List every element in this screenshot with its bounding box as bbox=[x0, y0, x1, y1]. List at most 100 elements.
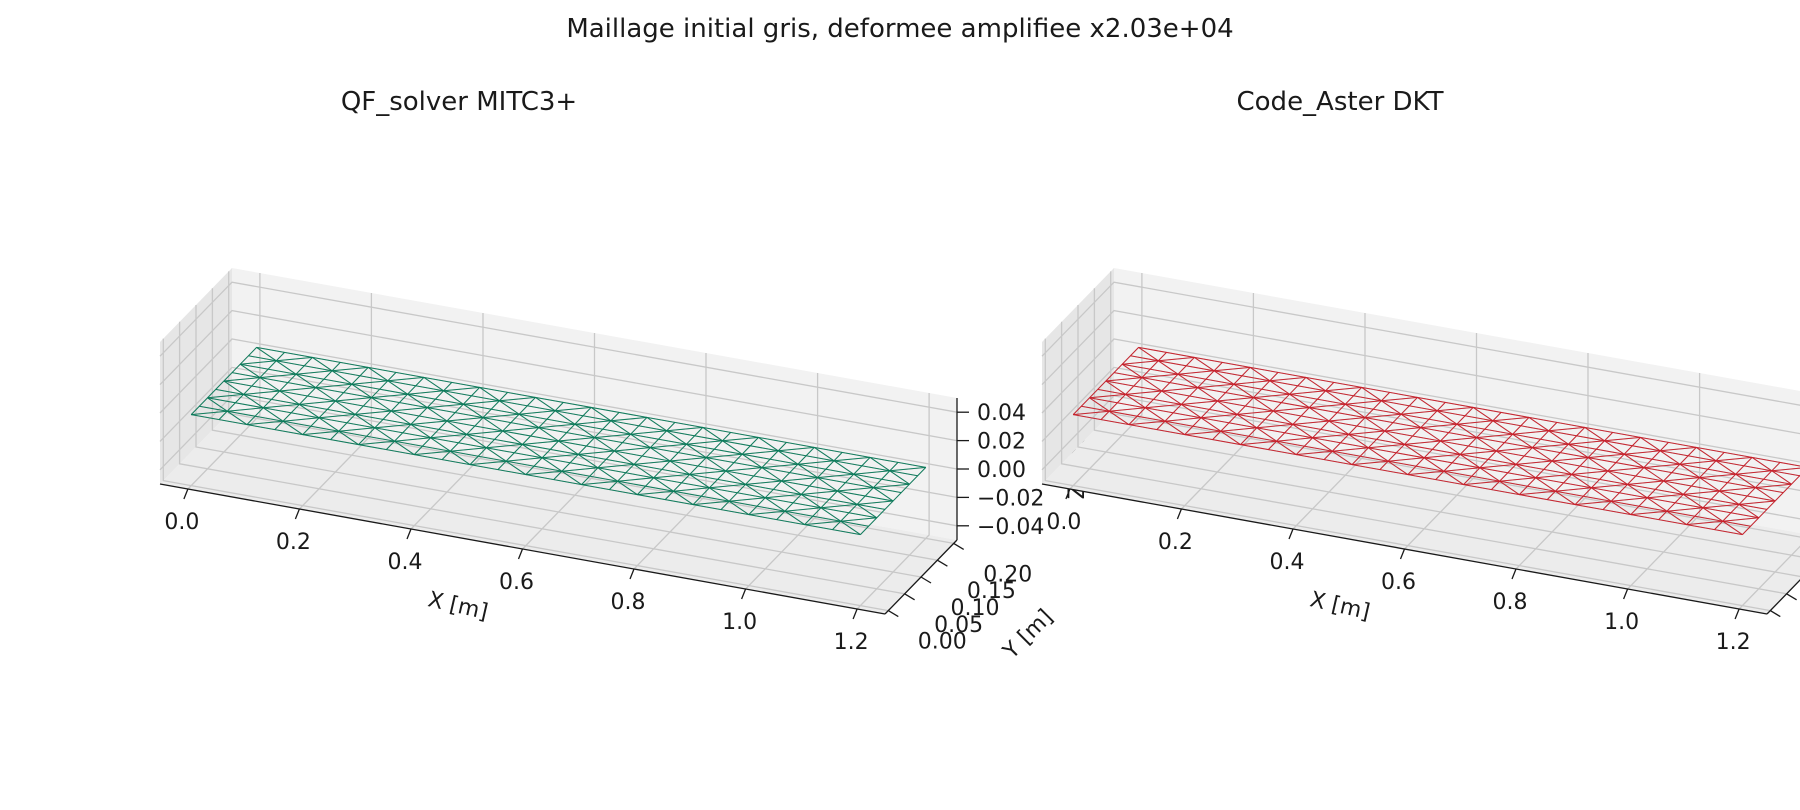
mesh-edge bbox=[1332, 450, 1353, 466]
z-gridline bbox=[159, 309, 958, 442]
z-tick-label: 0.00 bbox=[977, 458, 1026, 483]
mesh-edge bbox=[1361, 386, 1382, 402]
mesh-edge bbox=[502, 427, 539, 432]
mesh-edge bbox=[814, 446, 835, 462]
mesh-edge bbox=[1072, 347, 1139, 415]
x-tick bbox=[629, 568, 635, 580]
mesh-edge bbox=[1423, 457, 1445, 472]
mesh-edge bbox=[1607, 470, 1628, 485]
mesh-edge bbox=[1436, 410, 1458, 425]
mesh-edge bbox=[669, 457, 707, 462]
mesh-edge bbox=[1404, 440, 1441, 445]
x-tick-label: 0.0 bbox=[1046, 510, 1081, 535]
mesh-edge bbox=[765, 493, 802, 499]
mesh-edge bbox=[1177, 373, 1198, 389]
mesh-edge bbox=[394, 440, 415, 456]
mesh-edge bbox=[706, 453, 743, 459]
mesh-edge bbox=[1158, 360, 1179, 375]
mesh-edge bbox=[1679, 463, 1700, 479]
mesh-edge bbox=[335, 400, 356, 415]
mesh-edge bbox=[299, 400, 336, 405]
mesh-edge bbox=[463, 403, 484, 419]
mesh-edge bbox=[1714, 462, 1781, 530]
z-gridline bbox=[1041, 338, 1800, 463]
mesh-edge bbox=[801, 490, 838, 495]
mesh-edge bbox=[820, 507, 841, 522]
mesh-edge bbox=[243, 390, 280, 395]
mesh-edge bbox=[709, 487, 730, 502]
mesh-edge bbox=[776, 452, 843, 520]
x-tick-label: 0.4 bbox=[1270, 550, 1305, 575]
mesh-edge bbox=[1194, 356, 1215, 372]
mesh-edge bbox=[594, 433, 631, 439]
mesh-edge bbox=[1476, 437, 1497, 452]
mesh-edge bbox=[1276, 440, 1297, 456]
mesh-edge bbox=[1161, 387, 1198, 392]
x-gridline bbox=[745, 373, 819, 590]
mesh-edge bbox=[486, 443, 523, 449]
x-tick-label: 1.2 bbox=[834, 630, 869, 655]
x-tick-label: 0.2 bbox=[1158, 530, 1193, 555]
mesh-edge bbox=[223, 380, 244, 395]
mesh-edge bbox=[351, 383, 372, 399]
x-tick bbox=[740, 588, 747, 600]
mesh-edge bbox=[482, 417, 503, 432]
mesh-edge bbox=[1496, 447, 1533, 452]
mesh-edge bbox=[745, 480, 782, 485]
mesh-edge bbox=[207, 393, 244, 399]
mesh-edge bbox=[1659, 450, 1681, 465]
mesh-edge bbox=[1715, 460, 1736, 475]
mesh-edge bbox=[427, 407, 448, 422]
mesh-edge bbox=[853, 473, 874, 489]
mesh-edge bbox=[486, 447, 507, 462]
mesh-edge bbox=[617, 480, 638, 496]
x-tick-label: 0.8 bbox=[611, 590, 646, 615]
mesh-edge bbox=[633, 460, 671, 465]
mesh-edge bbox=[873, 483, 910, 489]
mesh-edge bbox=[1604, 440, 1625, 455]
mesh-edge bbox=[263, 407, 284, 422]
mesh-edge bbox=[274, 362, 341, 430]
mesh-edge bbox=[463, 400, 500, 405]
x-tick bbox=[406, 528, 412, 540]
mesh-edge bbox=[391, 407, 428, 412]
mesh-edge bbox=[1719, 490, 1740, 505]
mesh-edge bbox=[1289, 393, 1310, 409]
mesh-edge bbox=[574, 423, 595, 439]
y-tick-label: 0.10 bbox=[951, 596, 1000, 621]
mesh-edge bbox=[1738, 503, 1760, 519]
mesh-edge bbox=[617, 477, 654, 482]
z-gridline bbox=[159, 281, 958, 413]
x-tick bbox=[1288, 528, 1294, 540]
mesh-edge bbox=[610, 420, 631, 435]
mesh-edge bbox=[1630, 510, 1667, 516]
y-tick bbox=[953, 542, 965, 550]
x-gridline bbox=[298, 293, 373, 510]
mesh-edge bbox=[574, 420, 611, 425]
x-tick bbox=[1399, 548, 1406, 560]
mesh-edge bbox=[443, 390, 464, 405]
mesh-edge bbox=[1384, 430, 1405, 445]
mesh-edge bbox=[817, 473, 854, 479]
mesh-edge bbox=[1125, 393, 1146, 409]
mesh-edge bbox=[1200, 417, 1222, 432]
mesh-edge bbox=[804, 520, 841, 526]
mesh-edge bbox=[1312, 437, 1333, 452]
mesh-edge bbox=[482, 413, 520, 419]
z-gridline bbox=[159, 338, 958, 470]
x-gridline bbox=[1180, 293, 1255, 510]
mesh-edge bbox=[1479, 463, 1517, 469]
mesh-edge bbox=[594, 437, 615, 452]
mesh-edge bbox=[1435, 412, 1502, 480]
mesh-edge bbox=[1492, 416, 1530, 422]
mesh-edge bbox=[1548, 430, 1569, 445]
y-tick bbox=[1786, 593, 1797, 601]
figure-suptitle: Maillage initial gris, deformee amplifie… bbox=[566, 14, 1233, 44]
floor-pane bbox=[1042, 410, 1800, 614]
mesh-edge bbox=[689, 470, 726, 475]
mesh-edge bbox=[1456, 423, 1477, 439]
mesh-edge bbox=[1345, 403, 1366, 419]
mesh-edge bbox=[1755, 487, 1776, 502]
deformed-mesh bbox=[1072, 346, 1800, 536]
mesh-edge bbox=[1364, 413, 1402, 419]
